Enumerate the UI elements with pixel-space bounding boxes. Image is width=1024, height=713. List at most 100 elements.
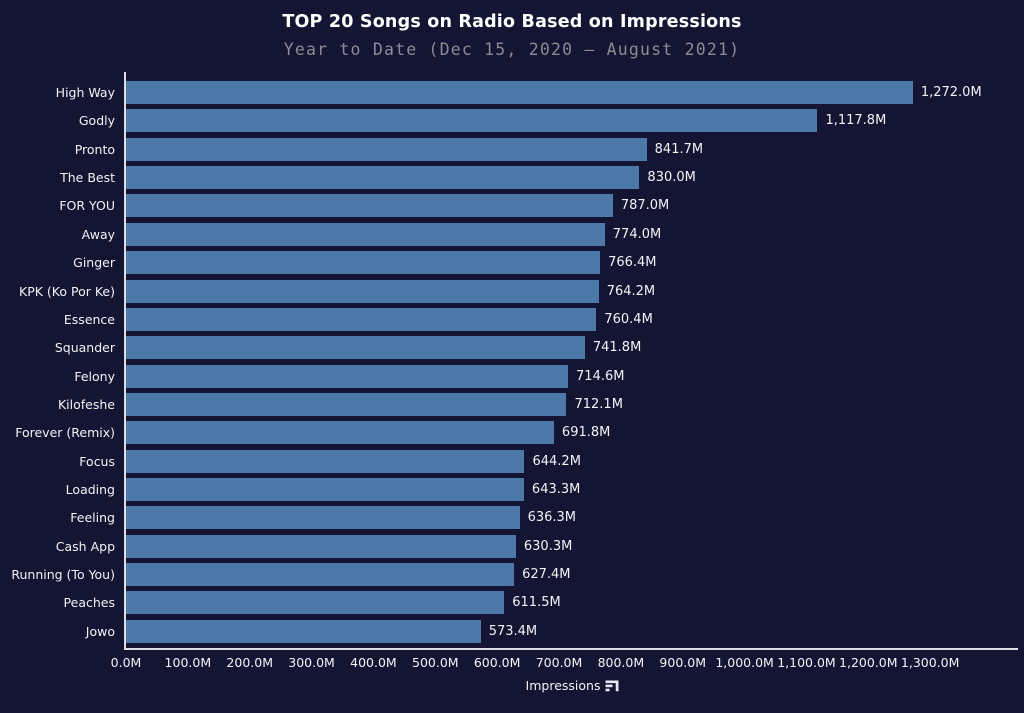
song-label: Running (To You) (11, 567, 115, 583)
bar-row: Forever (Remix) 691.8M (15, 421, 1018, 445)
song-label: Cash App (55, 538, 115, 554)
bar-row: Felony 714.6M (74, 364, 1018, 388)
song-label: Focus (79, 453, 115, 469)
song-label: Squander (54, 340, 115, 356)
impressions-bar (126, 222, 605, 246)
x-axis-tick-label: 600.0M (473, 655, 521, 670)
bar-row: Ginger 766.4M (73, 251, 1018, 275)
chart-subtitle: Year to Date (Dec 15, 2020 — August 2021… (283, 40, 741, 59)
value-label: 766.4M (608, 255, 657, 271)
value-label: 636.3M (527, 510, 577, 526)
song-label: Away (81, 226, 115, 242)
x-axis-tick-label: 1,300.0M (900, 655, 960, 670)
x-axis-tick-label: 800.0M (597, 655, 645, 670)
impressions-bar (126, 279, 599, 303)
impressions-bar (126, 194, 613, 218)
bar-row: Focus 644.2M (79, 449, 1018, 473)
song-label: Pronto (74, 141, 115, 157)
song-label: Jowo (85, 623, 115, 639)
impressions-bar (126, 251, 601, 275)
x-axis-tick-label: 300.0M (288, 655, 335, 670)
impressions-bar (126, 109, 818, 133)
impressions-bar (126, 563, 515, 587)
song-label: Godly (78, 113, 115, 129)
bar-row: Jowo 573.4M (86, 619, 1018, 643)
song-label: Ginger (73, 255, 115, 271)
impressions-bar (126, 137, 647, 161)
bar-row: FOR YOU 787.0M (59, 194, 1018, 218)
plot-area: High Way 1,272.0M Godly 1,117.8M Pronto … (11, 72, 1018, 693)
impressions-bar (126, 619, 481, 643)
bars: High Way 1,272.0M Godly 1,117.8M Pronto … (11, 81, 1018, 643)
bar-row: The Best 830.0M (60, 166, 1018, 190)
x-axis-label: Impressions (526, 678, 619, 693)
bar-row: High Way 1,272.0M (56, 81, 1018, 104)
x-axis-tick-label: 0.0M (110, 655, 142, 670)
impressions-bar (126, 506, 520, 530)
bar-row: Cash App 630.3M (56, 534, 1018, 558)
impressions-bar (126, 166, 640, 190)
x-axis-tick-label: 700.0M (535, 655, 583, 670)
song-label: Felony (74, 368, 115, 384)
value-label: 630.3M (523, 538, 573, 554)
value-label: 741.8M (592, 340, 642, 356)
x-axis-ticks: 0.0M 100.0M 200.0M 300.0M 400.0M 500.0M … (111, 655, 1018, 671)
x-axis-tick-label: 100.0M (164, 655, 212, 670)
value-label: 841.7M (654, 141, 704, 157)
bar-row: Squander 741.8M (55, 336, 1018, 360)
value-label: 712.1M (574, 396, 623, 412)
value-label: 611.5M (512, 595, 561, 611)
impressions-bar (126, 534, 516, 558)
x-axis-tick-label: 400.0M (350, 655, 397, 670)
impressions-bar (126, 478, 524, 502)
impressions-bar (126, 81, 913, 104)
x-axis-tick-label: 1,000.0M (715, 655, 774, 670)
value-label: 1,272.0M (920, 85, 982, 100)
value-label: 714.6M (576, 368, 625, 384)
x-axis-label-text: Impressions (525, 678, 601, 693)
song-label: Forever (Remix) (15, 425, 115, 441)
x-axis-tick-label: 1,200.0M (839, 655, 898, 670)
value-label: 764.2M (606, 283, 656, 299)
value-label: 787.0M (620, 198, 670, 214)
impressions-bar (126, 364, 569, 388)
bar-row: Essence 760.4M (64, 307, 1018, 331)
bar-row: KPK (Ko Por Ke) 764.2M (19, 279, 1018, 303)
bar-row: Running (To You) 627.4M (11, 563, 1018, 587)
song-label: Feeling (70, 510, 115, 526)
impressions-bar (126, 449, 525, 473)
song-label: Loading (65, 482, 115, 498)
value-label: 644.2M (532, 453, 581, 469)
horizontal-bar-chart-icon (605, 680, 619, 692)
bar-row: Loading 643.3M (66, 478, 1018, 502)
x-axis-tick-label: 200.0M (226, 655, 273, 670)
value-label: 627.4M (522, 567, 571, 583)
bar-row: Kilofeshe 712.1M (58, 392, 1018, 416)
value-label: 774.0M (612, 226, 662, 242)
value-label: 830.0M (647, 170, 696, 186)
song-label: High Way (55, 85, 115, 100)
value-label: 760.4M (604, 311, 653, 327)
value-label: 643.3M (531, 482, 581, 498)
x-axis-tick-label: 500.0M (411, 655, 459, 670)
song-label: Peaches (63, 595, 115, 611)
song-label: KPK (Ko Por Ke) (19, 283, 115, 299)
bar-row: Peaches 611.5M (64, 591, 1018, 615)
song-label: FOR YOU (59, 198, 115, 214)
impressions-bar (126, 421, 554, 445)
song-label: Kilofeshe (57, 396, 115, 412)
impressions-bar (126, 307, 597, 331)
value-label: 691.8M (561, 425, 611, 441)
bar-row: Feeling 636.3M (70, 506, 1018, 530)
chart-title: TOP 20 Songs on Radio Based on Impressio… (282, 12, 742, 32)
bar-row: Away 774.0M (82, 222, 1018, 246)
song-label: Essence (63, 311, 115, 327)
x-axis-tick-label: 1,100.0M (777, 655, 836, 670)
value-label: 1,117.8M (825, 113, 887, 129)
impressions-bar (126, 392, 567, 416)
impressions-bar (126, 336, 585, 360)
x-axis-tick-label: 900.0M (659, 655, 707, 670)
bar-row: Pronto 841.7M (75, 137, 1018, 161)
song-label: The Best (60, 170, 115, 186)
impressions-bar (126, 591, 505, 615)
